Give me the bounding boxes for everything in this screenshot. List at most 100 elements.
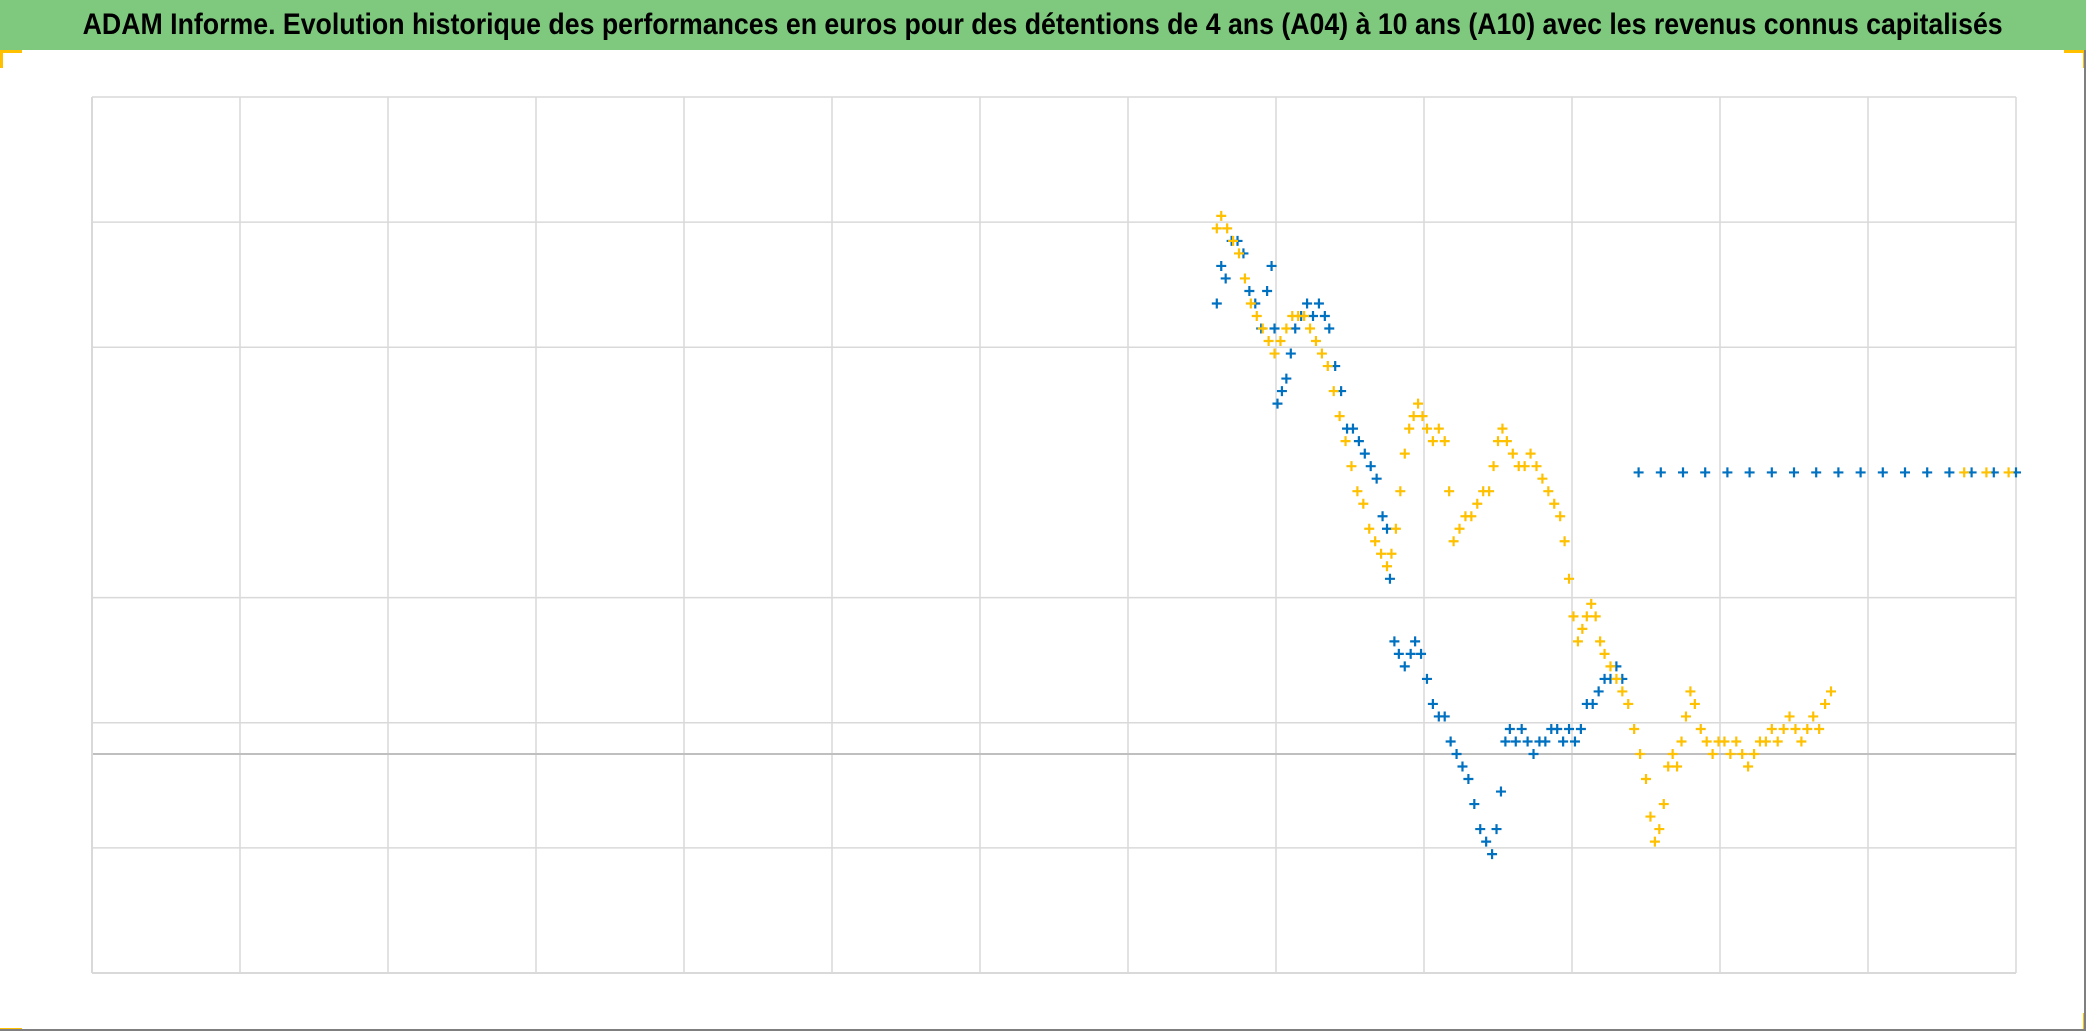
series-1-point-49 — [1469, 799, 1480, 810]
series-2-point-74 — [1605, 661, 1616, 672]
series-2-point-57 — [1519, 461, 1530, 472]
series-2-point-19 — [1316, 348, 1327, 359]
series-2-point-62 — [1549, 498, 1560, 509]
series-1-point-70 — [1587, 698, 1598, 709]
series-2-point-31 — [1386, 548, 1397, 559]
series-2-point-112 — [1814, 723, 1825, 734]
series-1-point-34 — [1384, 573, 1395, 584]
series-1-point-13 — [1272, 398, 1283, 409]
series-2-point-51 — [1488, 461, 1499, 472]
series-2-point-40 — [1427, 436, 1438, 447]
series-1-point-78 — [1678, 467, 1688, 478]
series-2-point-33 — [1395, 486, 1406, 497]
series-2-point-66 — [1568, 611, 1579, 622]
series-1-point-1 — [1211, 298, 1222, 309]
series-2-point-100 — [1743, 761, 1754, 772]
series-2-point-20 — [1322, 361, 1333, 372]
series-2-point-115 — [1959, 467, 1970, 478]
series-2-point-92 — [1695, 723, 1706, 734]
series-2-point-13 — [1281, 323, 1292, 334]
series-2-point-87 — [1672, 761, 1683, 772]
series-1-point-11 — [1266, 260, 1277, 271]
series-1-point-55 — [1500, 736, 1511, 747]
series-1-point-77 — [1655, 467, 1666, 478]
series-2-point-104 — [1766, 723, 1777, 734]
series-2-point-32 — [1390, 523, 1401, 534]
corner-accent-top-left-vertical — [0, 50, 3, 68]
series-1-point-33 — [1382, 523, 1392, 534]
series-2-point-89 — [1680, 711, 1691, 722]
series-1-point-21 — [1313, 298, 1324, 309]
series-1-point-81 — [1744, 467, 1755, 478]
series-1-point-22 — [1319, 311, 1330, 321]
series-1-point-51 — [1481, 836, 1492, 847]
series-1-point-46 — [1451, 749, 1462, 759]
series-1-point-57 — [1510, 736, 1521, 747]
series-2-point-65 — [1564, 573, 1575, 584]
series-2-point-9 — [1257, 323, 1268, 334]
series-2-point-93 — [1701, 736, 1712, 747]
series-2-point-75 — [1611, 673, 1622, 684]
series-2-point-30 — [1382, 561, 1392, 572]
series-2-point-61 — [1543, 486, 1554, 497]
series-2-point-41 — [1433, 423, 1444, 434]
series-1-point-48 — [1463, 774, 1474, 785]
series-2-point-22 — [1334, 411, 1345, 422]
series-2-point-91 — [1689, 698, 1700, 709]
series-2-point-64 — [1559, 536, 1570, 547]
series-2-point-98 — [1731, 736, 1742, 747]
series-2-point-78 — [1629, 723, 1640, 734]
series-1-point-3 — [1220, 273, 1231, 284]
series-1-point-17 — [1290, 323, 1301, 334]
series-2-point-69 — [1581, 611, 1592, 622]
series-2-point-52 — [1493, 436, 1503, 447]
series-1-point-53 — [1491, 824, 1502, 835]
series-1-point-56 — [1504, 723, 1515, 734]
series-1-point-41 — [1421, 673, 1432, 684]
series-2-point-45 — [1454, 523, 1465, 534]
series-2-point-28 — [1370, 536, 1381, 547]
series-2-point-79 — [1635, 749, 1646, 759]
corner-accent-top-right — [2064, 50, 2086, 53]
series-1-point-67 — [1569, 736, 1580, 747]
series-2-point-24 — [1346, 461, 1357, 472]
series-1-point-82 — [1766, 467, 1777, 478]
series-2-point-105 — [1772, 736, 1783, 747]
series-1-point-64 — [1552, 723, 1563, 734]
series-1-point-45 — [1445, 736, 1456, 747]
series-1-point-19 — [1302, 298, 1313, 309]
series-2-point-10 — [1263, 336, 1274, 347]
series-2-point-114 — [1826, 686, 1836, 697]
series-2-point-80 — [1641, 774, 1651, 785]
series-2-point-81 — [1645, 811, 1656, 822]
series-2-point-111 — [1808, 711, 1819, 722]
series-2-point-44 — [1448, 536, 1459, 547]
series-2-point-72 — [1595, 636, 1606, 647]
series-2-point-3 — [1222, 223, 1233, 234]
series-1-point-71 — [1593, 686, 1604, 697]
series-2-point-86 — [1667, 749, 1678, 759]
series-2-point-6 — [1239, 273, 1250, 284]
series-1-point-66 — [1564, 723, 1575, 734]
series-2-point-16 — [1299, 311, 1310, 321]
series-2-point-110 — [1802, 723, 1813, 734]
frame-bottom-border — [0, 1029, 2086, 1031]
series-2-point-108 — [1790, 723, 1801, 734]
series-2-point-25 — [1352, 486, 1363, 497]
series-2-point-97 — [1725, 749, 1736, 759]
series-1-point-68 — [1575, 723, 1586, 734]
series-2-point-48 — [1472, 498, 1483, 509]
series-2-point-71 — [1590, 611, 1601, 622]
series-2-point-37 — [1413, 398, 1424, 409]
series-2-point-39 — [1421, 423, 1432, 434]
series-1-point-79 — [1700, 467, 1711, 478]
series-2-point-85 — [1663, 761, 1674, 772]
series-1-point-14 — [1276, 386, 1287, 397]
series-2-point-96 — [1719, 736, 1730, 747]
series-2-point-94 — [1707, 749, 1718, 759]
series-2-point-55 — [1507, 448, 1518, 459]
series-2-point-29 — [1376, 548, 1387, 559]
series-1-point-85 — [1833, 467, 1844, 478]
series-1-point-90 — [1944, 467, 1955, 478]
series-2-point-59 — [1531, 461, 1542, 472]
